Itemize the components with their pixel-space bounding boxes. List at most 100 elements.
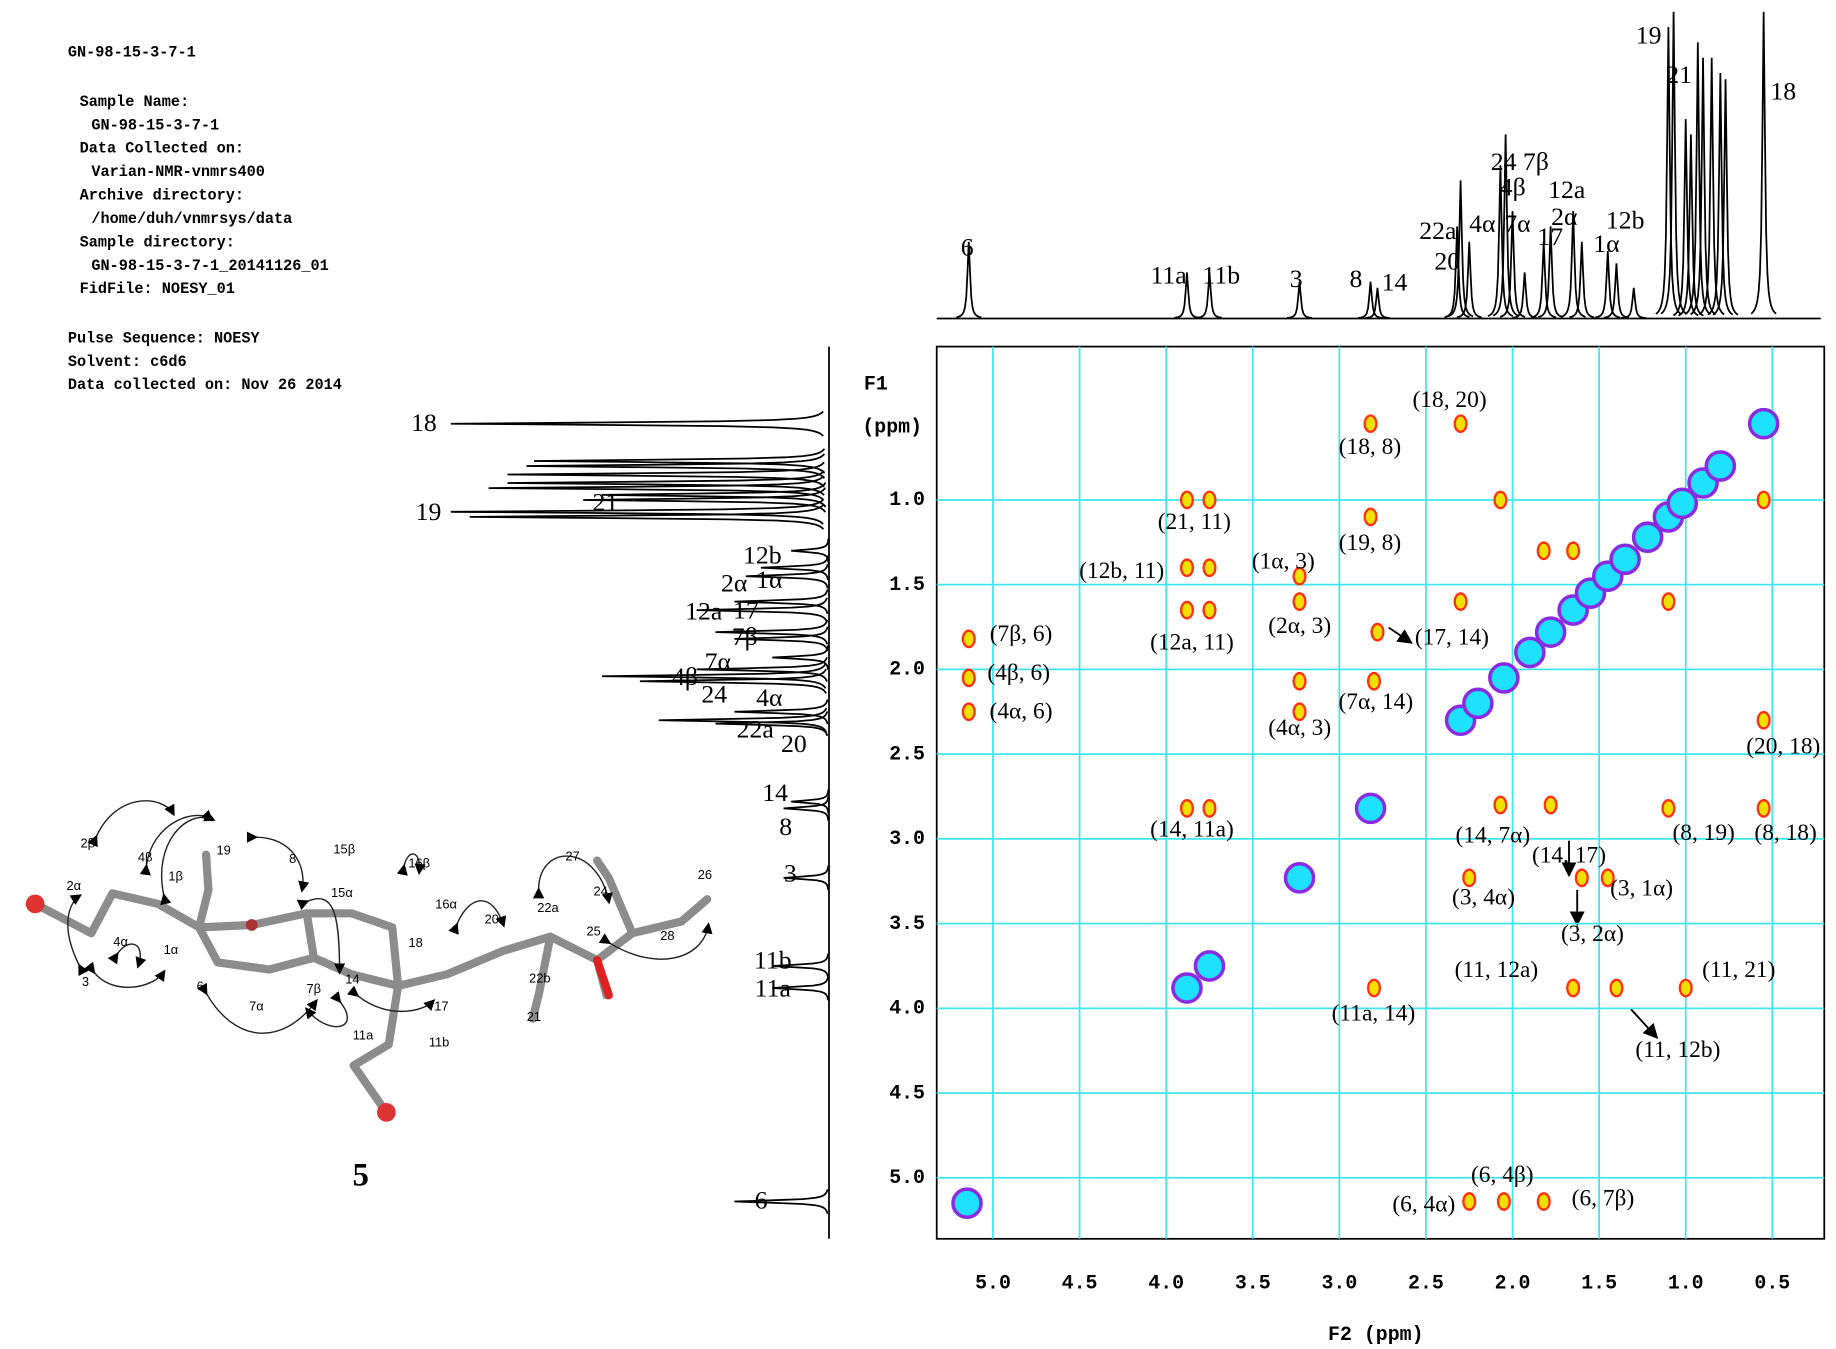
atom-label: 16α bbox=[435, 897, 457, 912]
cross-peak bbox=[1536, 541, 1551, 561]
peak-annotation: (11, 12b) bbox=[1635, 1037, 1720, 1063]
diagonal-peak bbox=[1631, 521, 1664, 554]
diagonal-peak bbox=[1609, 543, 1641, 576]
cross-peak bbox=[1366, 671, 1382, 691]
proton-label: 8 bbox=[1349, 264, 1362, 293]
proton-label: 18 bbox=[411, 408, 437, 437]
diagonal-peak bbox=[1704, 450, 1737, 482]
proton-label: 11b bbox=[754, 945, 792, 974]
arrows bbox=[1388, 626, 1659, 1040]
left-projection-peak bbox=[450, 410, 824, 437]
cross-peak bbox=[1600, 868, 1615, 888]
top-projection-peak bbox=[1660, 11, 1687, 315]
peak-annotation: (11a, 14) bbox=[1332, 1001, 1416, 1027]
cross-peak bbox=[1661, 592, 1676, 611]
arc bbox=[347, 985, 436, 1013]
atom-label: 3 bbox=[82, 974, 89, 989]
x-tick-label: 2.0 bbox=[1495, 1272, 1531, 1295]
proton-label: 4β bbox=[672, 662, 698, 691]
top-projection-peak bbox=[1678, 134, 1704, 317]
cross-peak bbox=[1202, 799, 1217, 818]
y-tick-label: 4.5 bbox=[889, 1081, 925, 1104]
proton-label: 14 bbox=[1382, 267, 1408, 296]
peak-annotation: (4β, 6) bbox=[987, 660, 1050, 686]
top-projection-peak bbox=[1698, 57, 1725, 316]
proton-label: 2α bbox=[721, 568, 747, 597]
left-projection-peak bbox=[469, 504, 825, 530]
bond bbox=[201, 850, 213, 894]
atom-label: 17 bbox=[434, 998, 448, 1013]
atom-label: 2β bbox=[81, 836, 96, 851]
cross-peak bbox=[1493, 795, 1508, 815]
top-projection-peak bbox=[1364, 287, 1391, 319]
atom-label: 2α bbox=[66, 878, 81, 893]
cross-peak bbox=[1493, 490, 1508, 510]
header-line: GN-98-15-3-7-1 bbox=[91, 116, 219, 134]
cross-peak bbox=[1756, 799, 1771, 818]
peak-annotation: (3, 2α) bbox=[1561, 921, 1624, 947]
peak-annotation: (14, 17) bbox=[1532, 842, 1606, 868]
cross-peak bbox=[1363, 414, 1378, 434]
arc bbox=[246, 831, 310, 893]
atom-label: 21 bbox=[527, 1009, 541, 1024]
x-tick-label: 3.0 bbox=[1321, 1272, 1357, 1295]
atom-label: 15β bbox=[333, 841, 355, 856]
peak-annotation: (2α, 3) bbox=[1268, 613, 1331, 639]
peak-annotation: (17, 14) bbox=[1415, 625, 1489, 651]
header-line: Varian-NMR-vnmrs400 bbox=[91, 163, 265, 181]
left-projection-peak bbox=[533, 448, 826, 474]
x-tick-label: 3.5 bbox=[1235, 1272, 1271, 1295]
proton-label: 3 bbox=[784, 859, 797, 888]
proton-label: 6 bbox=[755, 1185, 768, 1214]
left-projection-peak bbox=[450, 498, 824, 525]
cross-peak bbox=[1609, 978, 1624, 998]
left-projection-peak bbox=[734, 589, 829, 615]
left-projection-peak bbox=[696, 597, 828, 623]
proton-label: 4β bbox=[1500, 173, 1526, 202]
top-projection-peak bbox=[1595, 250, 1621, 319]
proton-label: 12a bbox=[1548, 175, 1586, 204]
cross-peak bbox=[1566, 541, 1581, 561]
header-line: GN-98-15-3-7-1_20141126_01 bbox=[91, 257, 328, 275]
top-projection-peak bbox=[1569, 241, 1595, 319]
atom-label: 20 bbox=[485, 912, 499, 927]
atom-label: 19 bbox=[216, 843, 230, 858]
arc bbox=[67, 894, 89, 977]
proton-label: 24 7β bbox=[1491, 147, 1549, 176]
atom-label: 15α bbox=[331, 885, 353, 900]
proton-label: 1α bbox=[1593, 229, 1619, 258]
peak-annotation: (7α, 14) bbox=[1338, 689, 1413, 715]
bond bbox=[349, 981, 403, 1117]
proton-label: 17 bbox=[733, 595, 759, 624]
top-projection-peak bbox=[1487, 165, 1514, 317]
arc bbox=[296, 897, 346, 975]
y-tick-label: 1.0 bbox=[889, 488, 925, 511]
top-projection-peak bbox=[1456, 241, 1482, 319]
left-projection-peak bbox=[639, 668, 827, 694]
arc bbox=[160, 811, 216, 906]
cross-peak bbox=[1179, 558, 1194, 578]
bond bbox=[528, 932, 555, 1023]
diagonal-peak bbox=[1171, 972, 1203, 1004]
left-projection-peak bbox=[734, 699, 829, 725]
peak-annotation: (19, 8) bbox=[1339, 530, 1401, 556]
atom-label: 26 bbox=[698, 867, 712, 882]
arc bbox=[396, 853, 426, 876]
proton-label: 19 bbox=[416, 497, 442, 526]
left-projection-peak bbox=[488, 475, 825, 501]
proton-label: 21 bbox=[592, 488, 618, 517]
atom-label: 14 bbox=[345, 971, 359, 986]
cross-peak bbox=[1574, 868, 1589, 888]
x-tick-label: 5.0 bbox=[975, 1272, 1011, 1295]
proton-label: 12b bbox=[743, 540, 782, 569]
atom-label: 27 bbox=[565, 849, 579, 864]
arc bbox=[532, 855, 613, 905]
diagonal-peak bbox=[1283, 862, 1316, 894]
proton-label: 22a bbox=[1419, 216, 1457, 245]
proton-label: 4α bbox=[1469, 209, 1495, 238]
cross-peak bbox=[1292, 592, 1307, 611]
left-projection-peak bbox=[658, 707, 828, 733]
header-line: Sample directory: bbox=[80, 233, 235, 251]
cross-peak bbox=[1179, 490, 1194, 510]
molecule: 2β 4β 1β 19 2α 4α 1α 3 8 15β 15α 16β 16α 18 20 14 6 7α 7β 1… bbox=[25, 800, 713, 1122]
